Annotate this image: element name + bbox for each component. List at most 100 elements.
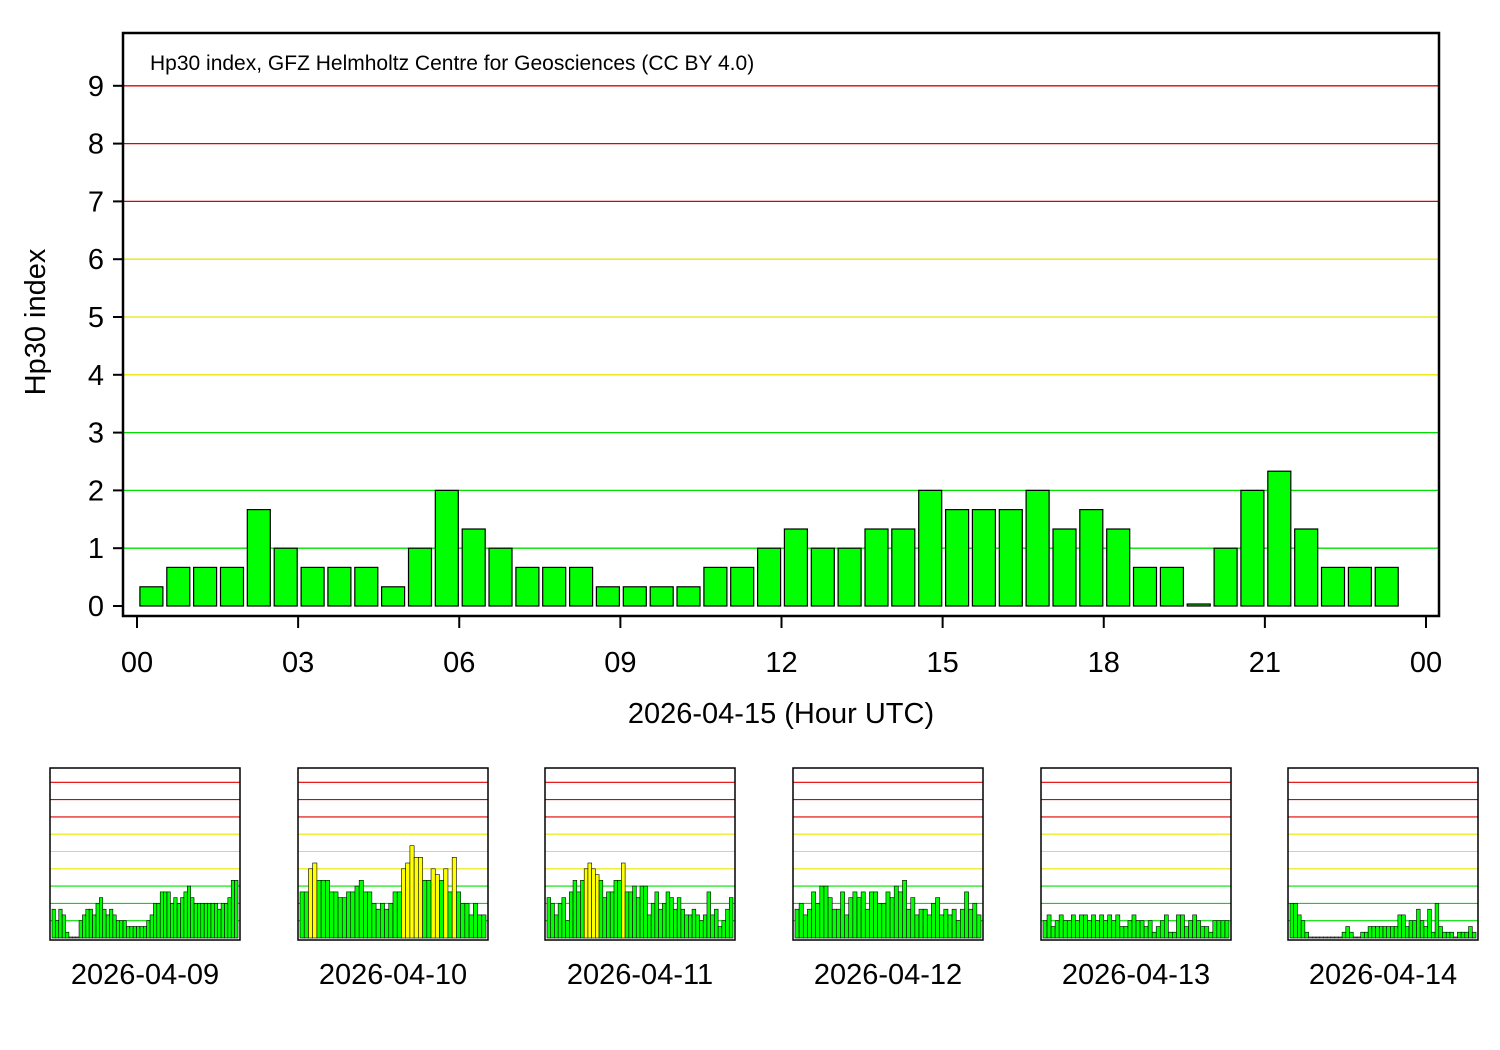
mini-bar [1115,914,1121,939]
mini-bar [587,862,592,939]
x-tick-label: 12 [765,647,797,679]
mini-bar [384,908,390,939]
mini-bar [1375,926,1380,939]
bar [1025,489,1050,607]
mini-bar [220,903,225,939]
mini-bar [811,891,816,939]
mini-bar [856,897,862,939]
mini-bar [1066,920,1072,939]
mini-bar [68,936,73,939]
mini-bar [823,885,829,939]
bar [891,528,916,607]
mini-bar [58,908,63,939]
mini-bar [881,903,887,939]
mini-bar [794,908,800,939]
mini-bar [639,885,645,939]
bar [1132,566,1158,607]
mini-bar [132,926,137,939]
mini-bar [1445,931,1451,939]
mini-bar [951,908,957,939]
mini-bar [51,908,56,939]
bar [730,566,755,607]
mini-bar [1159,920,1165,939]
mini-bar [1111,920,1117,939]
mini-bar [1204,926,1210,939]
mini-bar [102,908,107,939]
x-tick-label: 09 [604,647,636,679]
mini-bar [156,903,161,939]
mini-bar [1419,920,1425,939]
mini-bar [1393,926,1399,939]
mini-bar [200,903,205,939]
mini-bar [143,926,147,939]
mini-bar [308,868,313,939]
mini-bar [606,891,611,939]
mini-bar [680,908,685,939]
mini-bar [451,856,457,939]
bar [649,586,674,607]
mini-bar [170,903,175,939]
mini-bar [329,891,335,939]
day-panel-2026-04-11: 2026-04-11 [544,767,736,991]
mini-bar [1224,920,1230,939]
bar [864,528,889,607]
bar [488,547,513,607]
mini-bar [554,914,559,939]
mini-bar [885,891,891,939]
mini-bar [392,891,398,939]
y-tick-label: 6 [88,244,104,276]
day-panel-2026-04-14: 2026-04-14 [1287,767,1479,991]
mini-bar [115,920,120,939]
mini-bar [706,891,711,939]
mini-bar [1220,920,1226,939]
mini-bar [99,897,104,939]
mini-bar [968,908,974,939]
mini-bar [207,903,212,939]
mini-bar [658,908,663,939]
mini-bar [1412,920,1417,939]
bar [918,489,943,607]
mini-bar [725,908,730,939]
mini-bar [1378,926,1384,939]
bar [810,547,835,607]
mini-bar [166,891,171,939]
mini-bar [337,897,343,939]
mini-bar [613,879,618,939]
mini-bar [572,879,578,939]
mini-bar [203,903,208,939]
mini-bar [173,897,178,939]
mini-bar [914,914,920,939]
bar [1347,566,1373,607]
mini-bar [193,903,198,939]
mini-bar [426,879,432,939]
mini-bar [443,868,449,939]
mini-frame [1287,767,1479,941]
bar [595,586,621,607]
mini-bar [105,914,110,939]
mini-bar [926,914,932,939]
mini-bar [477,914,483,939]
mini-bar [695,914,700,939]
mini-bar [95,903,100,939]
mini-bar [1075,920,1080,939]
bar [622,586,647,607]
mini-bar [1386,926,1391,939]
bar [1294,528,1319,607]
mini-bar [714,908,719,939]
mini-bar [460,903,466,939]
mini-bar [902,879,907,939]
mini-bar [728,897,734,939]
bar [1106,528,1131,607]
mini-bar [602,897,607,939]
mini-bar [82,914,87,939]
bar [273,547,298,607]
mini-bar [1427,908,1432,939]
bar [568,566,594,607]
mini-bar [210,903,215,939]
mini-bar [1330,936,1335,939]
mini-bar [650,903,656,939]
mini-bar [1127,920,1133,939]
mini-bar [1196,920,1201,939]
bar [515,566,540,607]
mini-bar [699,920,704,939]
